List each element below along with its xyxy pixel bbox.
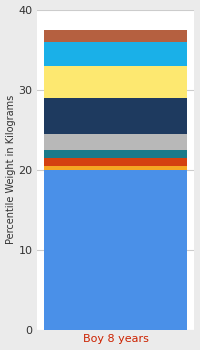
Bar	[44, 98, 187, 134]
Bar	[44, 42, 187, 65]
Bar	[44, 134, 187, 149]
Bar	[44, 166, 187, 169]
Bar	[44, 65, 187, 98]
Bar	[44, 29, 187, 42]
Y-axis label: Percentile Weight in Kilograms: Percentile Weight in Kilograms	[6, 95, 16, 244]
Bar	[44, 158, 187, 166]
Bar	[44, 169, 187, 330]
Bar	[44, 149, 187, 158]
